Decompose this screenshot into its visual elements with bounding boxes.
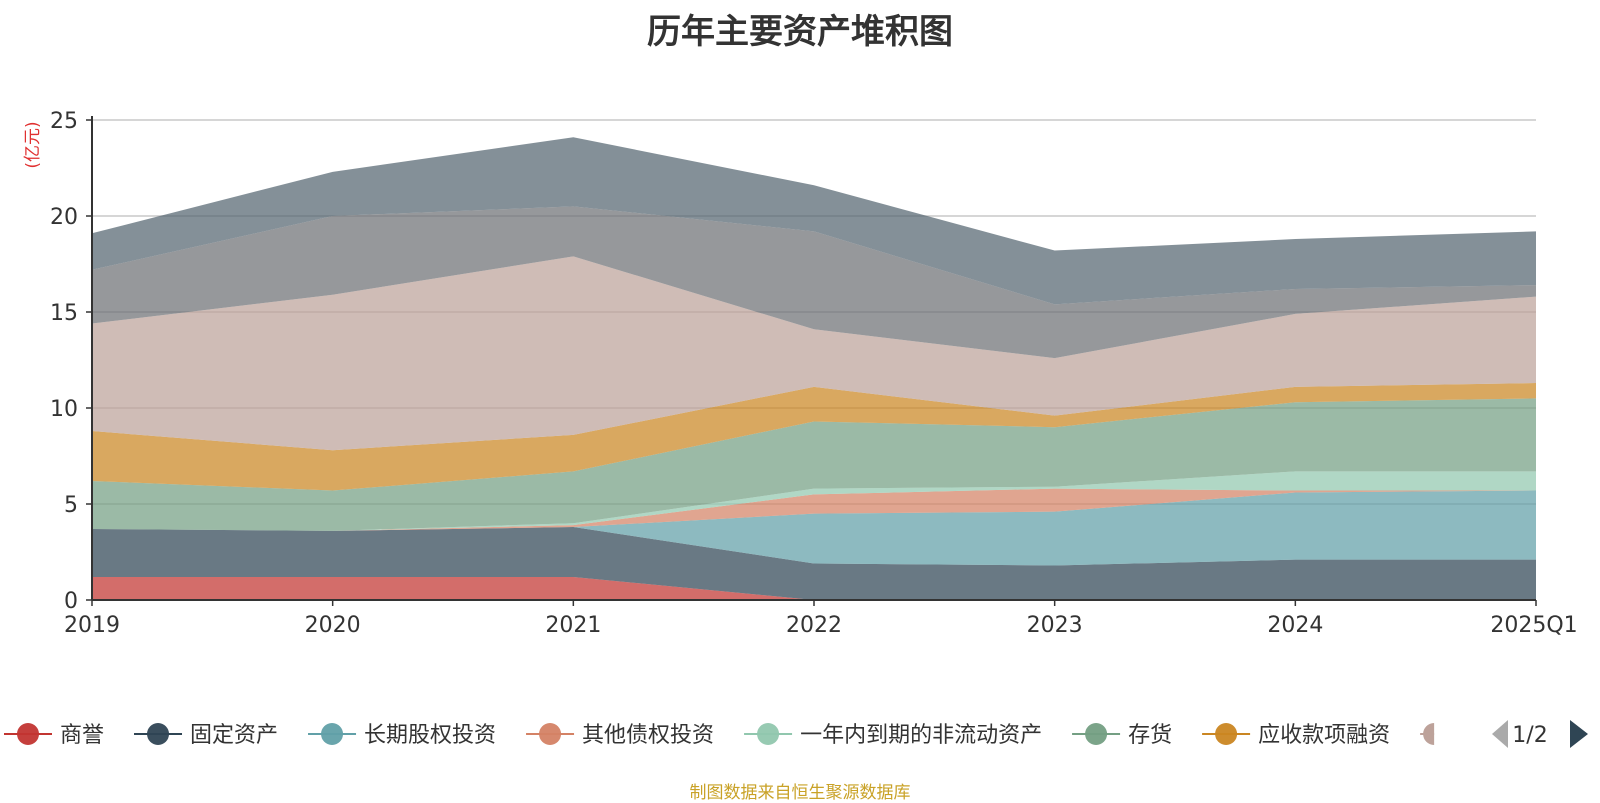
x-tick-label: 2020 <box>305 613 361 638</box>
y-tick-label: 10 <box>50 397 78 422</box>
y-tick-label: 15 <box>50 301 78 326</box>
area-series-9 <box>92 137 1536 305</box>
legend-circle-marker <box>757 723 780 745</box>
legend-label: 一年内到期的非流动资产 <box>800 723 1042 748</box>
legend-item[interactable]: 应收款项融资 <box>1202 723 1390 748</box>
legend-label: 存货 <box>1128 723 1172 748</box>
legend-item[interactable]: 一年内到期的非流动资产 <box>744 723 1042 748</box>
legend: 商誉 固定资产 长期股权投资 其他债权投资 一年内到期的非流动资产 存货 应收款项融资 1/2 <box>4 720 1588 748</box>
legend-circle-marker <box>1423 723 1435 745</box>
axes: 0 5 10 15 20 25 2019 2020 2021 2022 2023 2024 2025Q1 <box>50 109 1578 638</box>
area-series-7 <box>92 256 1536 451</box>
area-series-2 <box>92 490 1536 566</box>
y-tick-label: 20 <box>50 205 78 230</box>
x-tick-label: 2025Q1 <box>1490 613 1577 638</box>
legend-label: 商誉 <box>60 723 104 748</box>
legend-item[interactable]: 商誉 <box>4 723 104 748</box>
y-axis-unit-label: (亿元) <box>23 121 43 168</box>
legend-circle-marker <box>321 723 344 745</box>
legend-circle-marker <box>1215 723 1238 745</box>
legend-circle-marker <box>17 723 39 745</box>
next-page-arrow-icon[interactable] <box>1570 720 1588 748</box>
area-series-layer <box>92 137 1536 600</box>
area-series-6 <box>92 383 1536 491</box>
area-series-4 <box>92 471 1536 531</box>
legend-circle-marker <box>539 723 562 745</box>
legend-page-indicator: 1/2 <box>1512 723 1547 748</box>
legend-label: 固定资产 <box>190 723 278 748</box>
legend-item[interactable]: 其他债权投资 <box>526 723 714 748</box>
x-tick-label: 2019 <box>64 613 120 638</box>
legend-pagination: 1/2 <box>1492 720 1588 748</box>
x-tick-label: 2024 <box>1267 613 1323 638</box>
legend-item[interactable]: 固定资产 <box>134 723 278 748</box>
legend-circle-marker <box>1085 723 1108 745</box>
y-tick-label: 0 <box>64 589 78 614</box>
source-note: 制图数据来自恒生聚源数据库 <box>689 783 911 803</box>
area-series-5 <box>92 398 1536 531</box>
x-tick-label: 2023 <box>1027 613 1083 638</box>
area-series-8 <box>92 206 1536 359</box>
y-tick-label: 5 <box>64 493 78 518</box>
legend-label: 长期股权投资 <box>364 723 496 748</box>
x-tick-label: 2021 <box>545 613 601 638</box>
legend-circle-marker <box>147 723 170 745</box>
legend-item[interactable]: 存货 <box>1072 723 1172 748</box>
legend-item[interactable]: 长期股权投资 <box>308 723 496 748</box>
area-series-3 <box>92 488 1536 531</box>
legend-label: 其他债权投资 <box>582 723 714 748</box>
legend-label: 应收款项融资 <box>1258 723 1390 748</box>
chart-title: 历年主要资产堆积图 <box>647 12 953 52</box>
area-series-0 <box>92 576 1536 600</box>
y-tick-label: 25 <box>50 109 78 134</box>
x-tick-label: 2022 <box>786 613 842 638</box>
prev-page-arrow-icon[interactable] <box>1492 720 1508 748</box>
